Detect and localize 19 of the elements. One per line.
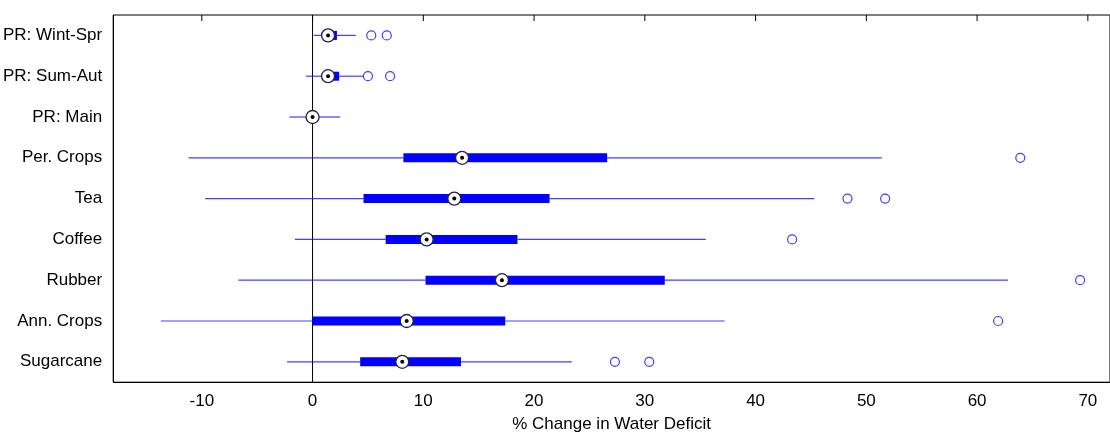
y-tick-label: Rubber — [46, 269, 103, 289]
x-tick-label: 0 — [307, 391, 318, 411]
x-tick-label: 60 — [967, 391, 987, 411]
x-tick-label: 40 — [746, 391, 766, 411]
y-tick-label: Tea — [74, 188, 103, 208]
y-tick-label: Sugarcane — [19, 351, 103, 371]
x-tick-label: 70 — [1078, 391, 1098, 411]
y-tick-label: PR: Main — [32, 106, 103, 126]
x-tick-label: 30 — [635, 391, 655, 411]
y-tick-label: Per. Crops — [21, 147, 103, 167]
y-tick-label: Ann. Crops — [17, 310, 103, 330]
x-tick-label: -10 — [189, 391, 215, 411]
y-tick-label: PR: Sum-Aut — [2, 65, 103, 85]
y-tick-label: PR: Wint-Spr — [3, 25, 103, 45]
y-tick-label: Coffee — [52, 229, 103, 249]
x-axis-title: % Change in Water Deficit — [512, 414, 712, 434]
x-tick-label: 10 — [413, 391, 433, 411]
x-tick-label: 20 — [524, 391, 544, 411]
x-tick-label: 50 — [856, 391, 876, 411]
